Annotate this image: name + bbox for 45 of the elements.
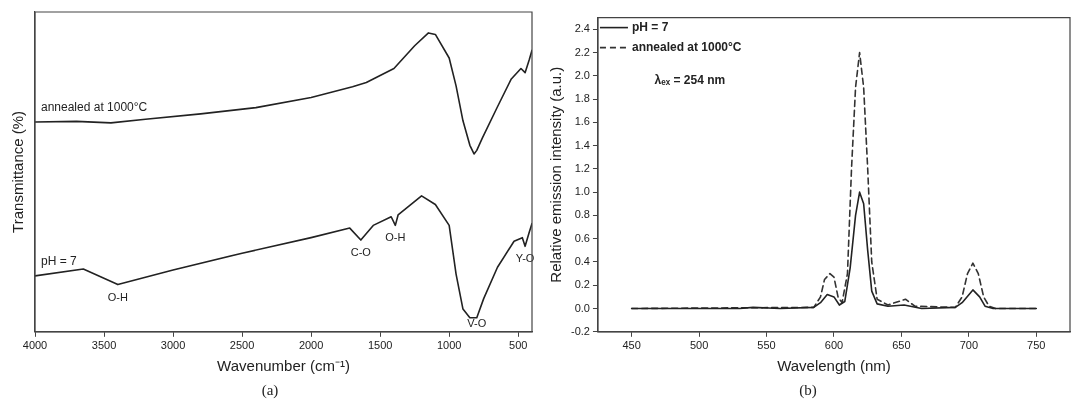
y-tick-label: -0.2 [570, 324, 590, 337]
x-tick-label: 1500 [367, 339, 393, 352]
text: (b) [799, 381, 817, 399]
y-tick-label: 0.6 [574, 231, 590, 244]
series-label: pH = 7 [41, 254, 78, 269]
y-tick-label: 0.0 [574, 301, 590, 314]
y-tick-label: 0.8 [574, 208, 590, 221]
x-tick-label: 3000 [160, 339, 186, 352]
x-tick-label: 700 [959, 339, 979, 352]
x-tick-label: 650 [892, 339, 911, 352]
x-tick-label: 550 [757, 339, 776, 352]
x-tick-label: 1000 [436, 339, 462, 352]
x-tick-label: 450 [622, 339, 641, 352]
y-tick-label: 0.2 [574, 278, 590, 291]
y-tick-label: 1.0 [574, 185, 590, 198]
annotation: λₑₓ = 254 nm [654, 72, 726, 87]
x-tick-label: 500 [509, 339, 528, 352]
y-tick-label: 1.8 [574, 92, 590, 105]
x-axis-title: Wavenumber (cm⁻¹) [217, 357, 350, 375]
y-tick-label: 1.4 [574, 138, 590, 151]
x-tick-label: 4000 [22, 339, 48, 352]
legend-label: pH = 7 [631, 19, 669, 34]
annotation: Y-O [515, 252, 535, 265]
legend-label: annealed at 1000°C [631, 39, 742, 54]
annotation: V-O [467, 316, 487, 329]
y-tick-label: 2.2 [574, 45, 590, 58]
x-axis-title: Wavelength (nm) [777, 357, 891, 375]
y-tick-label: 2.0 [574, 68, 590, 81]
y-tick-label: 1.6 [574, 115, 590, 128]
text: (a) [261, 381, 279, 399]
x-tick-label: 600 [824, 339, 844, 352]
x-tick-label: 3500 [91, 339, 117, 352]
y-axis-title: Relative emission intensity (a.u.) [547, 66, 565, 283]
x-tick-label: 750 [1027, 339, 1046, 352]
annotation: O-H [385, 231, 406, 244]
y-tick-label: 2.4 [574, 22, 590, 35]
y-tick-label: 0.4 [574, 255, 590, 268]
x-tick-label: 2000 [298, 339, 324, 352]
y-tick-label: 1.2 [574, 161, 590, 174]
annotation: C-O [350, 246, 372, 259]
y-axis-title: Transmittance (%) [9, 110, 27, 233]
x-tick-label: 500 [689, 339, 709, 352]
series-label: annealed at 1000°C [41, 100, 148, 115]
x-tick-label: 2500 [229, 339, 255, 352]
annotation: O-H [107, 290, 128, 303]
